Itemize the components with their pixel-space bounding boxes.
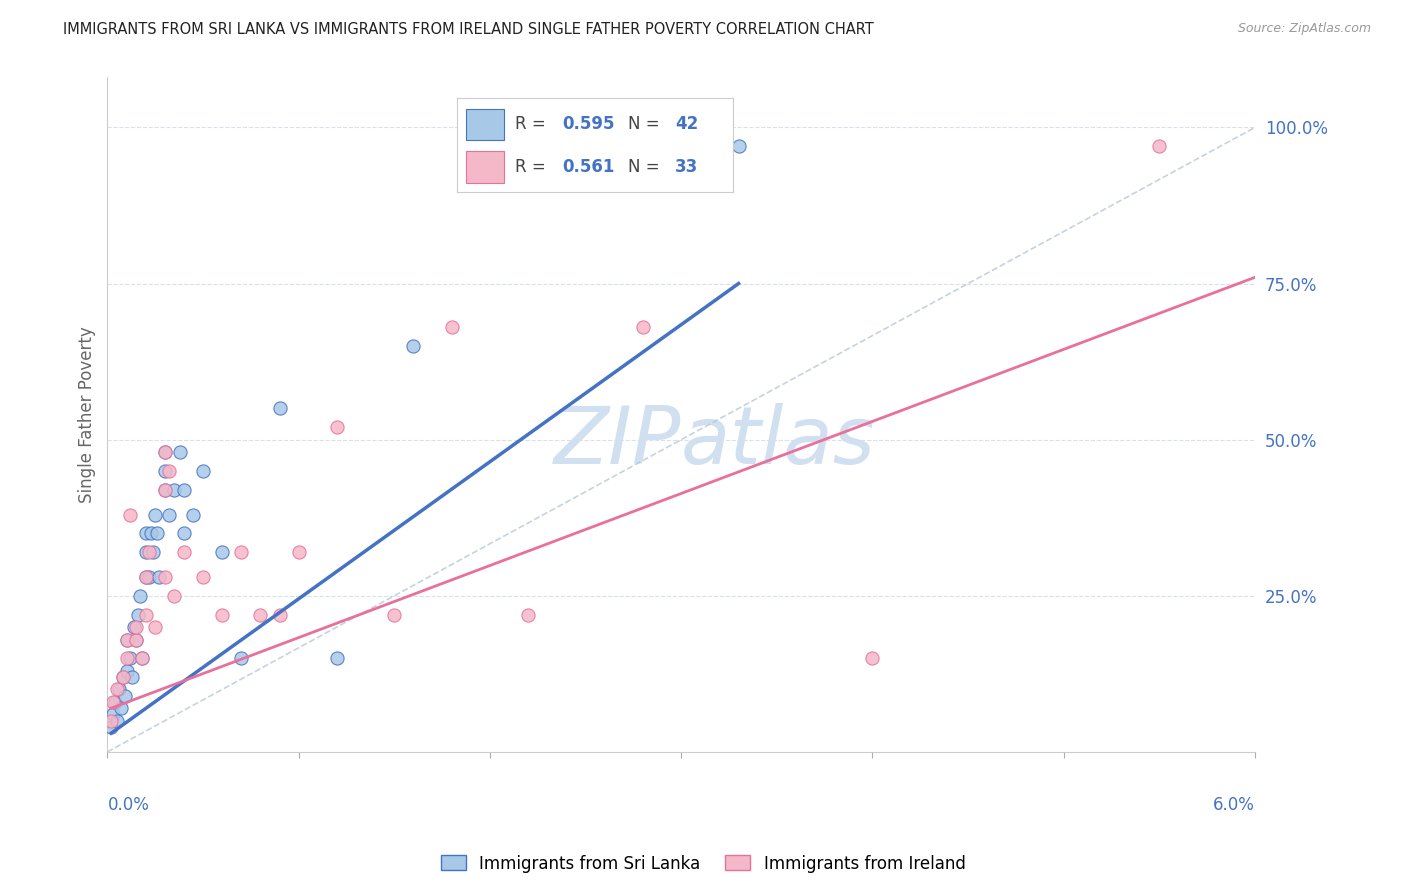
Point	[402, 339, 425, 353]
Point	[115, 651, 138, 665]
Point	[127, 607, 149, 622]
Point	[153, 483, 176, 497]
Point	[108, 682, 131, 697]
Point	[138, 570, 160, 584]
Point	[111, 670, 134, 684]
Point	[163, 483, 186, 497]
Point	[211, 545, 233, 559]
Point	[169, 445, 191, 459]
Point	[157, 464, 180, 478]
Point	[100, 714, 122, 728]
Point	[173, 526, 195, 541]
Point	[115, 664, 138, 678]
Point	[183, 508, 205, 522]
Point	[173, 545, 195, 559]
Point	[142, 545, 165, 559]
Point	[135, 545, 157, 559]
Point	[101, 695, 124, 709]
Point	[122, 620, 145, 634]
Point	[157, 508, 180, 522]
Text: Source: ZipAtlas.com: Source: ZipAtlas.com	[1237, 22, 1371, 36]
Point	[100, 720, 122, 734]
Point	[135, 570, 157, 584]
Point	[249, 607, 271, 622]
Point	[121, 670, 143, 684]
Point	[131, 651, 153, 665]
Point	[110, 701, 132, 715]
Point	[115, 632, 138, 647]
Point	[326, 420, 349, 434]
Point	[105, 682, 128, 697]
Point	[105, 714, 128, 728]
Point	[138, 545, 160, 559]
Text: atlas: atlas	[681, 402, 876, 481]
Point	[135, 607, 157, 622]
Point	[269, 607, 291, 622]
Point	[287, 545, 309, 559]
Point	[153, 483, 176, 497]
Point	[1149, 139, 1171, 153]
Point	[440, 320, 463, 334]
Point	[631, 320, 654, 334]
Point	[125, 620, 148, 634]
Point	[125, 632, 148, 647]
Point	[114, 689, 136, 703]
Point	[146, 526, 169, 541]
Point	[191, 464, 214, 478]
Point	[101, 707, 124, 722]
Point	[135, 570, 157, 584]
Text: ZIP: ZIP	[554, 402, 681, 481]
Point	[135, 526, 157, 541]
Point	[120, 508, 142, 522]
Point	[143, 508, 166, 522]
Point	[153, 445, 176, 459]
Point	[153, 570, 176, 584]
Point	[517, 607, 540, 622]
Point	[382, 607, 405, 622]
Point	[231, 651, 253, 665]
Point	[148, 570, 170, 584]
Text: IMMIGRANTS FROM SRI LANKA VS IMMIGRANTS FROM IRELAND SINGLE FATHER POVERTY CORRE: IMMIGRANTS FROM SRI LANKA VS IMMIGRANTS …	[63, 22, 875, 37]
Text: 0.0%: 0.0%	[107, 796, 149, 814]
Point	[120, 651, 142, 665]
Point	[191, 570, 214, 584]
Point	[269, 401, 291, 416]
Point	[862, 651, 884, 665]
Point	[131, 651, 153, 665]
Point	[125, 632, 148, 647]
Point	[143, 620, 166, 634]
Point	[115, 632, 138, 647]
Point	[727, 139, 749, 153]
Point	[173, 483, 195, 497]
Point	[111, 670, 134, 684]
Y-axis label: Single Father Poverty: Single Father Poverty	[79, 326, 96, 503]
Point	[104, 695, 127, 709]
Point	[211, 607, 233, 622]
Point	[231, 545, 253, 559]
Point	[326, 651, 349, 665]
Point	[153, 445, 176, 459]
Point	[163, 589, 186, 603]
Point	[129, 589, 152, 603]
Point	[141, 526, 163, 541]
Text: 6.0%: 6.0%	[1213, 796, 1256, 814]
Point	[153, 464, 176, 478]
Legend: Immigrants from Sri Lanka, Immigrants from Ireland: Immigrants from Sri Lanka, Immigrants fr…	[434, 848, 972, 880]
